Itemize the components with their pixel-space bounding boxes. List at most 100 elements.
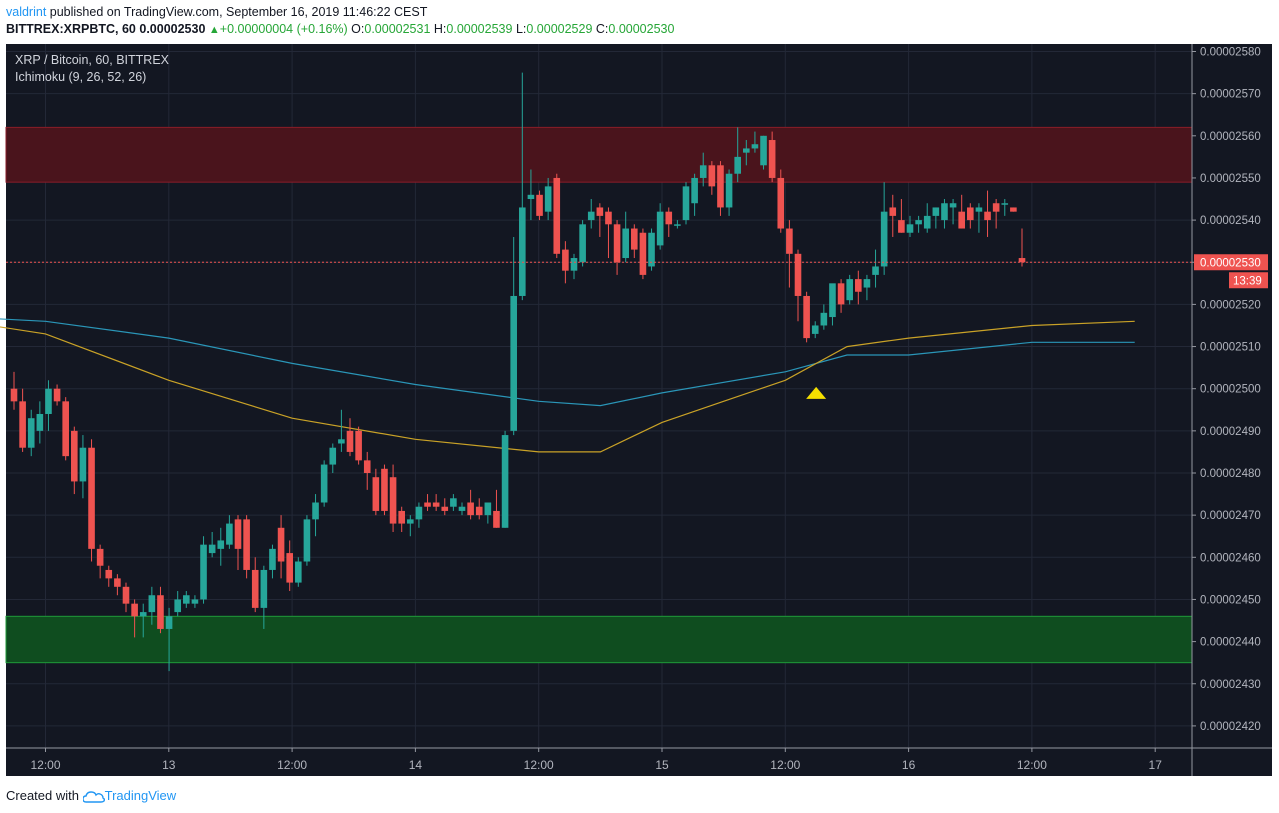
- buy-signal-triangle: [806, 386, 827, 399]
- y-tick-label: 0.00002560: [1200, 131, 1261, 143]
- y-tick-label: 0.00002450: [1200, 594, 1261, 606]
- candle-body: [760, 135, 767, 166]
- candle-body: [71, 430, 78, 482]
- y-tick-label: 0.00002510: [1200, 342, 1261, 354]
- candle-body: [829, 283, 836, 318]
- candle-body: [708, 165, 716, 187]
- candle-body: [794, 253, 802, 296]
- candle-body: [510, 295, 517, 431]
- candle-body: [372, 477, 380, 511]
- candle-body: [53, 388, 61, 402]
- candle-body: [79, 447, 87, 482]
- current-price-tag: [1194, 254, 1268, 271]
- candle-body: [656, 211, 664, 246]
- candle-body: [855, 279, 862, 292]
- candle-body: [923, 215, 931, 229]
- candle-body: [295, 561, 302, 583]
- candle-body: [157, 595, 164, 629]
- candle-body: [544, 186, 552, 212]
- price-chart[interactable]: 0.00002580 0.00002570 0.00002560 0.00002550…: [0, 0, 1279, 780]
- candle-body: [622, 228, 629, 259]
- candle-body: [699, 165, 707, 178]
- candle-body: [269, 548, 276, 570]
- candle-body: [234, 519, 242, 549]
- high-value: 0.00002539: [446, 22, 513, 36]
- candle-body: [975, 207, 983, 212]
- candle-body: [441, 506, 449, 511]
- candle-body: [665, 211, 673, 225]
- y-tick-label: 0.00002470: [1200, 510, 1261, 522]
- y-tick-label: 0.00002490: [1200, 426, 1261, 438]
- y-tick-label: 0.00002500: [1200, 384, 1261, 396]
- candle-body: [1010, 207, 1017, 212]
- candle-body: [174, 599, 181, 613]
- candle-body: [984, 211, 991, 221]
- candle-body: [519, 207, 526, 296]
- candle-body: [346, 430, 354, 452]
- candle-body: [605, 211, 612, 225]
- candle-body: [45, 388, 52, 414]
- open-value: 0.00002531: [364, 22, 431, 36]
- x-tick-label: 12:00: [30, 758, 60, 772]
- candle-body: [1001, 203, 1009, 205]
- close-value: 0.00002530: [608, 22, 675, 36]
- y-tick-label: 0.00002540: [1200, 215, 1261, 227]
- candle-body: [501, 435, 509, 528]
- candle-body: [648, 232, 655, 267]
- candle-body: [493, 510, 500, 528]
- candle-body: [898, 220, 905, 233]
- candle-body: [19, 401, 26, 448]
- indicator-line-2: [0, 320, 1135, 453]
- candle-body: [613, 224, 621, 263]
- y-tick-label: 0.00002440: [1200, 637, 1261, 649]
- candle-body: [553, 177, 561, 254]
- candle-body: [467, 502, 474, 516]
- candle-body: [165, 616, 173, 629]
- tradingview-link[interactable]: TradingView: [104, 788, 177, 803]
- candle-body: [949, 203, 957, 208]
- cloud-icon: [81, 790, 105, 803]
- y-tick-label: 0.00002570: [1200, 89, 1261, 101]
- candle-body: [424, 502, 431, 507]
- candle-body: [320, 464, 328, 503]
- candle-body: [906, 224, 914, 233]
- candle-body: [717, 165, 724, 208]
- y-tick-label: 0.00002480: [1200, 468, 1261, 480]
- chart-legend-symbol: XRP / Bitcoin, 60, BITTREX: [15, 53, 169, 67]
- chart-legend-indicator[interactable]: Ichimoku (9, 26, 52, 26): [15, 70, 147, 84]
- candle-body: [458, 506, 466, 511]
- candle-body: [639, 232, 647, 275]
- x-tick-label: 14: [409, 758, 423, 772]
- candle-body: [570, 258, 578, 271]
- candle-body: [631, 228, 638, 250]
- candle-body: [536, 194, 543, 216]
- candle-body: [105, 569, 113, 579]
- candle-body: [36, 413, 44, 431]
- candle-body: [217, 540, 225, 549]
- candle-body: [691, 177, 698, 204]
- candle-body: [967, 207, 974, 221]
- candle-body: [355, 430, 362, 461]
- candle-body: [338, 439, 345, 444]
- candle-body: [1018, 258, 1026, 263]
- author-name[interactable]: valdrint: [6, 5, 47, 19]
- candle-body: [243, 519, 250, 570]
- candle-body: [777, 177, 785, 229]
- candle-body: [562, 249, 569, 271]
- high-label: H:: [433, 22, 447, 36]
- up-arrow-icon: ▲: [208, 24, 220, 36]
- x-tick-label: 12:00: [277, 758, 307, 772]
- candle-body: [148, 595, 156, 613]
- low-value: 0.00002529: [526, 22, 593, 36]
- candle-body: [674, 224, 681, 226]
- candle-body: [682, 186, 690, 221]
- candle-body: [381, 468, 388, 511]
- candle-body: [725, 173, 733, 208]
- candle-body: [992, 203, 1000, 212]
- candle-body: [191, 599, 199, 604]
- candle-body: [475, 506, 483, 516]
- candle-body: [226, 523, 233, 545]
- x-tick-label: 12:00: [1017, 758, 1047, 772]
- candle-body: [846, 279, 853, 301]
- candle-body: [260, 569, 268, 608]
